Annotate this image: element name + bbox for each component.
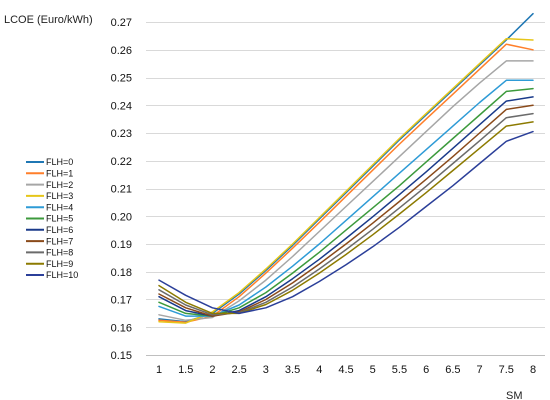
x-axis-tick-labels: 1 1.5 2 2.5 3 3.5 4 4.5 5 5.5 6 6.5 7 7.5 8: [156, 364, 536, 376]
legend-label: FLH=4: [46, 202, 73, 212]
series-line-flh-8: [158, 112, 534, 316]
legend-label: FLH=5: [46, 214, 73, 224]
x-tick-label: 7.5: [499, 364, 514, 376]
x-tick-label: 4.5: [338, 364, 353, 376]
y-tick-label: 0.25: [111, 73, 132, 85]
x-tick-label: 1: [156, 364, 162, 376]
legend-label: FLH=6: [46, 225, 73, 235]
y-tick-label: 0.17: [111, 295, 132, 307]
series-line-flh-3: [158, 37, 534, 324]
x-tick-label: 3.5: [285, 364, 300, 376]
series-lines: [158, 12, 534, 324]
x-tick-label: 8: [530, 364, 536, 376]
y-tick-label: 0.21: [111, 184, 132, 196]
series-line-flh-4: [158, 79, 534, 317]
x-tick-label: 7: [477, 364, 483, 376]
y-axis-tick-labels: 0.15 0.16 0.17 0.18 0.19 0.20 0.21 0.22 0.23 0.24…: [111, 17, 132, 362]
y-tick-label: 0.15: [111, 350, 132, 362]
y-tick-label: 0.22: [111, 156, 132, 168]
legend-label: FLH=2: [46, 180, 73, 190]
y-tick-label: 0.24: [111, 100, 132, 112]
legend-label: FLH=1: [46, 169, 73, 179]
x-tick-label: 4: [316, 364, 322, 376]
x-tick-label: 6: [423, 364, 429, 376]
series-line-flh-9: [158, 121, 534, 315]
legend-label: FLH=7: [46, 236, 73, 246]
x-axis-title: SM: [506, 390, 523, 400]
y-tick-label: 0.19: [111, 239, 132, 251]
legend-label: FLH=10: [46, 270, 78, 280]
y-tick-label: 0.18: [111, 267, 132, 279]
x-tick-label: 5: [370, 364, 376, 376]
x-tick-label: 6.5: [445, 364, 460, 376]
y-tick-label: 0.16: [111, 322, 132, 334]
y-tick-label: 0.26: [111, 45, 132, 57]
legend-label: FLH=3: [46, 191, 73, 201]
y-axis-title: LCOE (Euro/kWh): [4, 14, 93, 26]
y-tick-label: 0.20: [111, 211, 132, 223]
legend-label: FLH=0: [46, 157, 73, 167]
x-tick-label: 3: [263, 364, 269, 376]
x-tick-label: 2.5: [231, 364, 246, 376]
x-tick-label: 2: [209, 364, 215, 376]
series-line-flh-5: [158, 87, 534, 317]
x-tick-label: 1.5: [178, 364, 193, 376]
x-tick-label: 5.5: [392, 364, 407, 376]
legend-label: FLH=8: [46, 248, 73, 258]
series-line-flh-7: [158, 104, 534, 317]
y-tick-label: 0.27: [111, 17, 132, 29]
series-line-flh-10: [158, 130, 534, 315]
legend-label: FLH=9: [46, 259, 73, 269]
series-line-flh-0: [158, 12, 534, 323]
y-tick-label: 0.23: [111, 128, 132, 140]
